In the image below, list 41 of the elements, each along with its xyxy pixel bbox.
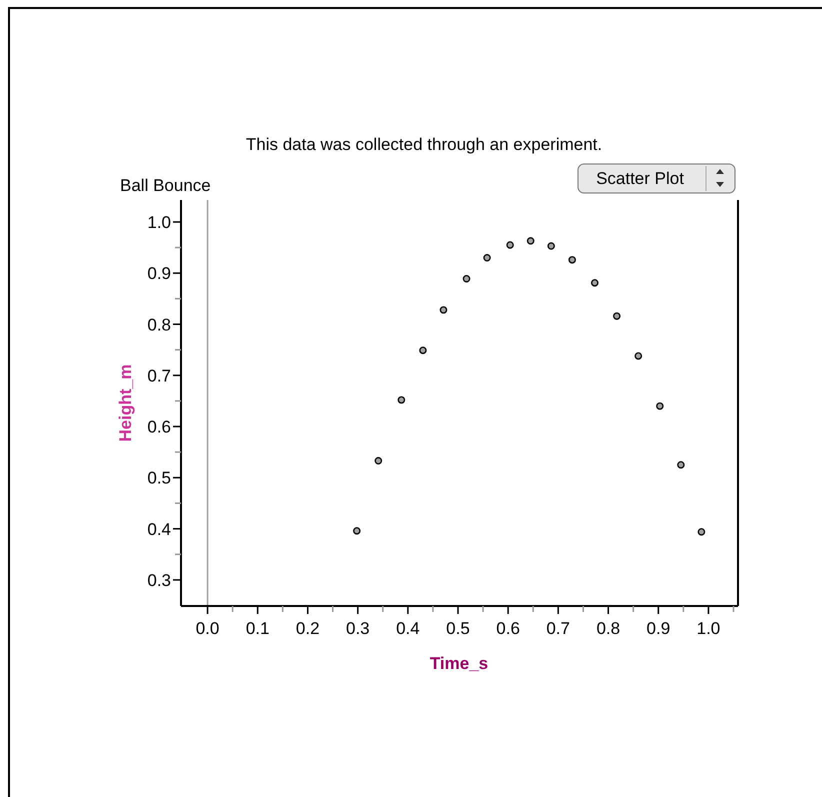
x-tick-label: 0.3	[346, 619, 370, 638]
x-axis-title: Time_s	[430, 654, 488, 673]
y-tick-label: 0.4	[147, 520, 171, 539]
y-axis-title: Height_m	[116, 364, 135, 442]
point	[547, 242, 555, 250]
point	[656, 402, 664, 410]
x-tick-label: 1.0	[696, 619, 720, 638]
point	[613, 312, 621, 320]
chart-title: This data was collected through an experiment.	[246, 135, 602, 154]
y-tick-label: 0.3	[147, 570, 171, 590]
y-tick-label: 0.6	[147, 418, 171, 437]
x-tick-label: 0.5	[446, 619, 470, 638]
y-tick-label: 0.7	[147, 366, 171, 386]
point	[353, 527, 361, 535]
x-tick-label: 0.1	[246, 619, 270, 638]
point	[440, 306, 448, 314]
point	[634, 352, 642, 360]
point	[419, 346, 427, 354]
point	[698, 528, 706, 536]
point	[526, 237, 534, 245]
point	[677, 461, 685, 469]
x-tick-label: 0.9	[646, 619, 670, 638]
y-tick-label: 0.5	[147, 468, 171, 488]
x-tick-label: 0.8	[596, 619, 620, 638]
x-tick-label: 0.4	[396, 619, 420, 638]
point	[568, 256, 576, 264]
point	[483, 254, 491, 262]
x-tick-label: 0.6	[496, 619, 520, 638]
x-tick-label: 0.0	[196, 619, 220, 638]
point	[591, 279, 598, 287]
x-tick-label: 0.7	[546, 619, 570, 638]
chart-subtitle: Ball Bounce	[120, 176, 211, 195]
dropdown-menu: Scatter Plot	[578, 164, 736, 194]
x-tick-label: 0.2	[296, 619, 320, 638]
point	[506, 241, 514, 249]
point	[462, 275, 470, 282]
point	[398, 396, 406, 404]
y-tick-label: 0.9	[147, 264, 171, 284]
point	[374, 457, 382, 465]
y-tick-label: 1.0	[147, 212, 171, 232]
y-tick-label: 0.8	[147, 315, 171, 334]
